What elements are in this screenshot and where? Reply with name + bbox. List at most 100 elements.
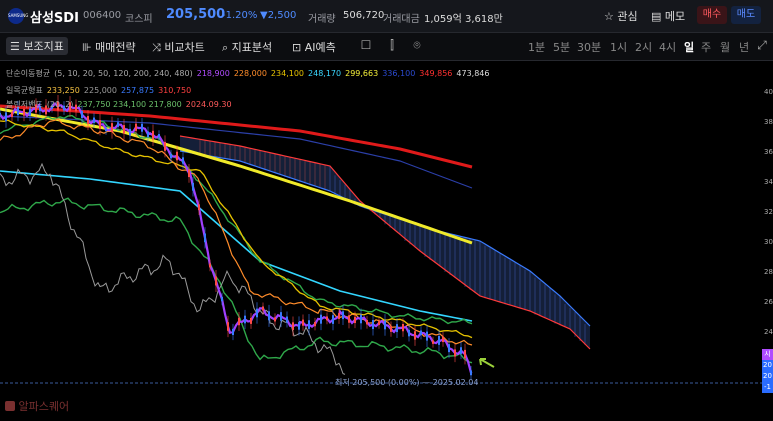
tf-1min[interactable]: 1분: [528, 41, 546, 54]
favorite-button[interactable]: ☆ 관심: [604, 8, 638, 24]
ma480-line: [0, 104, 473, 169]
volume-label: 거래량: [308, 14, 336, 25]
candle-body: [99, 120, 101, 129]
ichimoku-value-2: 257,875: [121, 86, 155, 95]
ai-predict-label: AI예측: [304, 41, 336, 54]
candle-body: [348, 315, 350, 323]
candle-body: [209, 263, 211, 268]
candle-body: [372, 320, 374, 330]
bb-params: (20, 2): [46, 100, 74, 109]
candle-body: [238, 317, 240, 326]
ma-value-5: 336,100: [382, 69, 416, 78]
note-icon: ▤: [651, 10, 662, 23]
indicators-label: 보조지표: [23, 40, 64, 53]
bb-label: 볼린저밴드: [6, 100, 43, 109]
lagging-span-line: [0, 162, 346, 375]
candle-body: [338, 313, 340, 319]
analysis-button[interactable]: ⌕ 지표분석: [222, 39, 272, 55]
price-tag: -1: [762, 382, 773, 393]
tf-year[interactable]: 년: [739, 41, 750, 54]
indicators-button[interactable]: ☰ 보조지표: [6, 37, 68, 55]
ma-value-0: 218,900: [196, 69, 230, 78]
candle-body: [460, 347, 462, 354]
stock-code: 006400: [83, 10, 122, 21]
tf-2h[interactable]: 2시: [635, 41, 653, 54]
bb-legend[interactable]: 볼린저밴드 (20, 2) 237,750 234,100 217,800 2024.…: [6, 99, 236, 110]
candle-body: [93, 117, 95, 123]
candle-body: [268, 311, 270, 321]
candle-body: [123, 125, 125, 134]
buy-button[interactable]: 매수: [697, 6, 727, 24]
candle-body: [117, 122, 119, 127]
shuffle-icon: ⤨: [152, 41, 161, 54]
candle-body: [408, 329, 410, 337]
sell-button[interactable]: 매도: [731, 6, 761, 24]
camera-icon[interactable]: ⌾: [413, 38, 421, 52]
candle-body: [448, 344, 450, 353]
arrow-icon: [479, 358, 495, 368]
candle-body: [292, 322, 294, 331]
compare-button[interactable]: ⤨ 비교차트: [152, 39, 205, 55]
candle-body: [45, 105, 47, 115]
candle-body: [192, 182, 194, 191]
candle-body: [302, 319, 304, 326]
low-annotation: 최저 205,500 (0.00%) — 2025.02.04: [335, 378, 479, 387]
price-tag: 20: [762, 360, 773, 371]
ichimoku-value-1: 225,000: [83, 86, 117, 95]
tf-5min[interactable]: 5분: [553, 41, 571, 54]
candle-body: [470, 370, 472, 376]
strategy-button[interactable]: ⊪ 매매전략: [82, 39, 136, 55]
candle-body: [57, 101, 59, 111]
square-icon[interactable]: ☐: [360, 38, 372, 52]
memo-button[interactable]: ▤ 메모: [651, 8, 685, 24]
candle-body: [129, 128, 131, 136]
tf-4h[interactable]: 4시: [659, 41, 677, 54]
ma-value-7: 473,846: [456, 69, 490, 78]
candle-icon[interactable]: ⫿: [390, 38, 394, 52]
ma-label: 단순이동평균: [6, 69, 51, 78]
bb-date: 2024.09.30: [185, 100, 232, 109]
brand-icon: [5, 401, 15, 411]
stock-name[interactable]: 삼성SDI: [30, 11, 79, 26]
candle-body: [414, 331, 416, 340]
candle-body: [286, 316, 288, 323]
candle-body: [464, 349, 466, 359]
candle-body: [384, 320, 386, 330]
candle-body: [360, 314, 362, 324]
ichimoku-legend[interactable]: 일목균형표 233,250 225,000 257,875 310,750: [6, 85, 199, 96]
ma5-line: [0, 102, 473, 375]
ma-legend[interactable]: 단순이동평균 (5, 10, 20, 50, 120, 200, 240, 480…: [6, 68, 497, 79]
candle-body: [227, 322, 229, 331]
candle-body: [298, 322, 300, 330]
current-price: 205,500: [166, 7, 226, 22]
ai-icon: ⊡: [292, 41, 302, 54]
chart-canvas: [0, 95, 762, 384]
tf-day[interactable]: 일: [684, 41, 695, 54]
candle-body: [432, 340, 434, 344]
candle-body: [0, 112, 1, 116]
candle-body: [11, 111, 13, 117]
price-chart[interactable]: 단순이동평균 (5, 10, 20, 50, 120, 200, 240, 480…: [0, 61, 773, 417]
tf-month[interactable]: 월: [720, 41, 731, 54]
candle-body: [280, 312, 282, 321]
change-percent: -1.20%: [222, 10, 258, 21]
ai-predict-button[interactable]: ⊡ AI예측: [292, 39, 336, 55]
bb-lower-line: [0, 197, 473, 364]
y-tick-label: 36: [764, 148, 773, 156]
candle-body: [170, 153, 172, 159]
candle-body: [438, 336, 440, 345]
candle-body: [176, 151, 178, 161]
ma-value-4: 299,663: [345, 69, 379, 78]
candle-body: [221, 296, 223, 302]
tf-30min[interactable]: 30분: [577, 41, 602, 54]
tf-week[interactable]: 주: [701, 41, 712, 54]
expand-icon[interactable]: ⤢: [757, 38, 767, 52]
tf-1h[interactable]: 1시: [610, 41, 628, 54]
candle-body: [244, 315, 246, 324]
candlesticks: [0, 95, 472, 380]
ma200-line: [0, 107, 473, 245]
y-tick-label: 30: [764, 238, 773, 246]
ma-value-3: 248,170: [308, 69, 342, 78]
ma50-line: [0, 119, 473, 339]
candle-body: [326, 316, 328, 321]
